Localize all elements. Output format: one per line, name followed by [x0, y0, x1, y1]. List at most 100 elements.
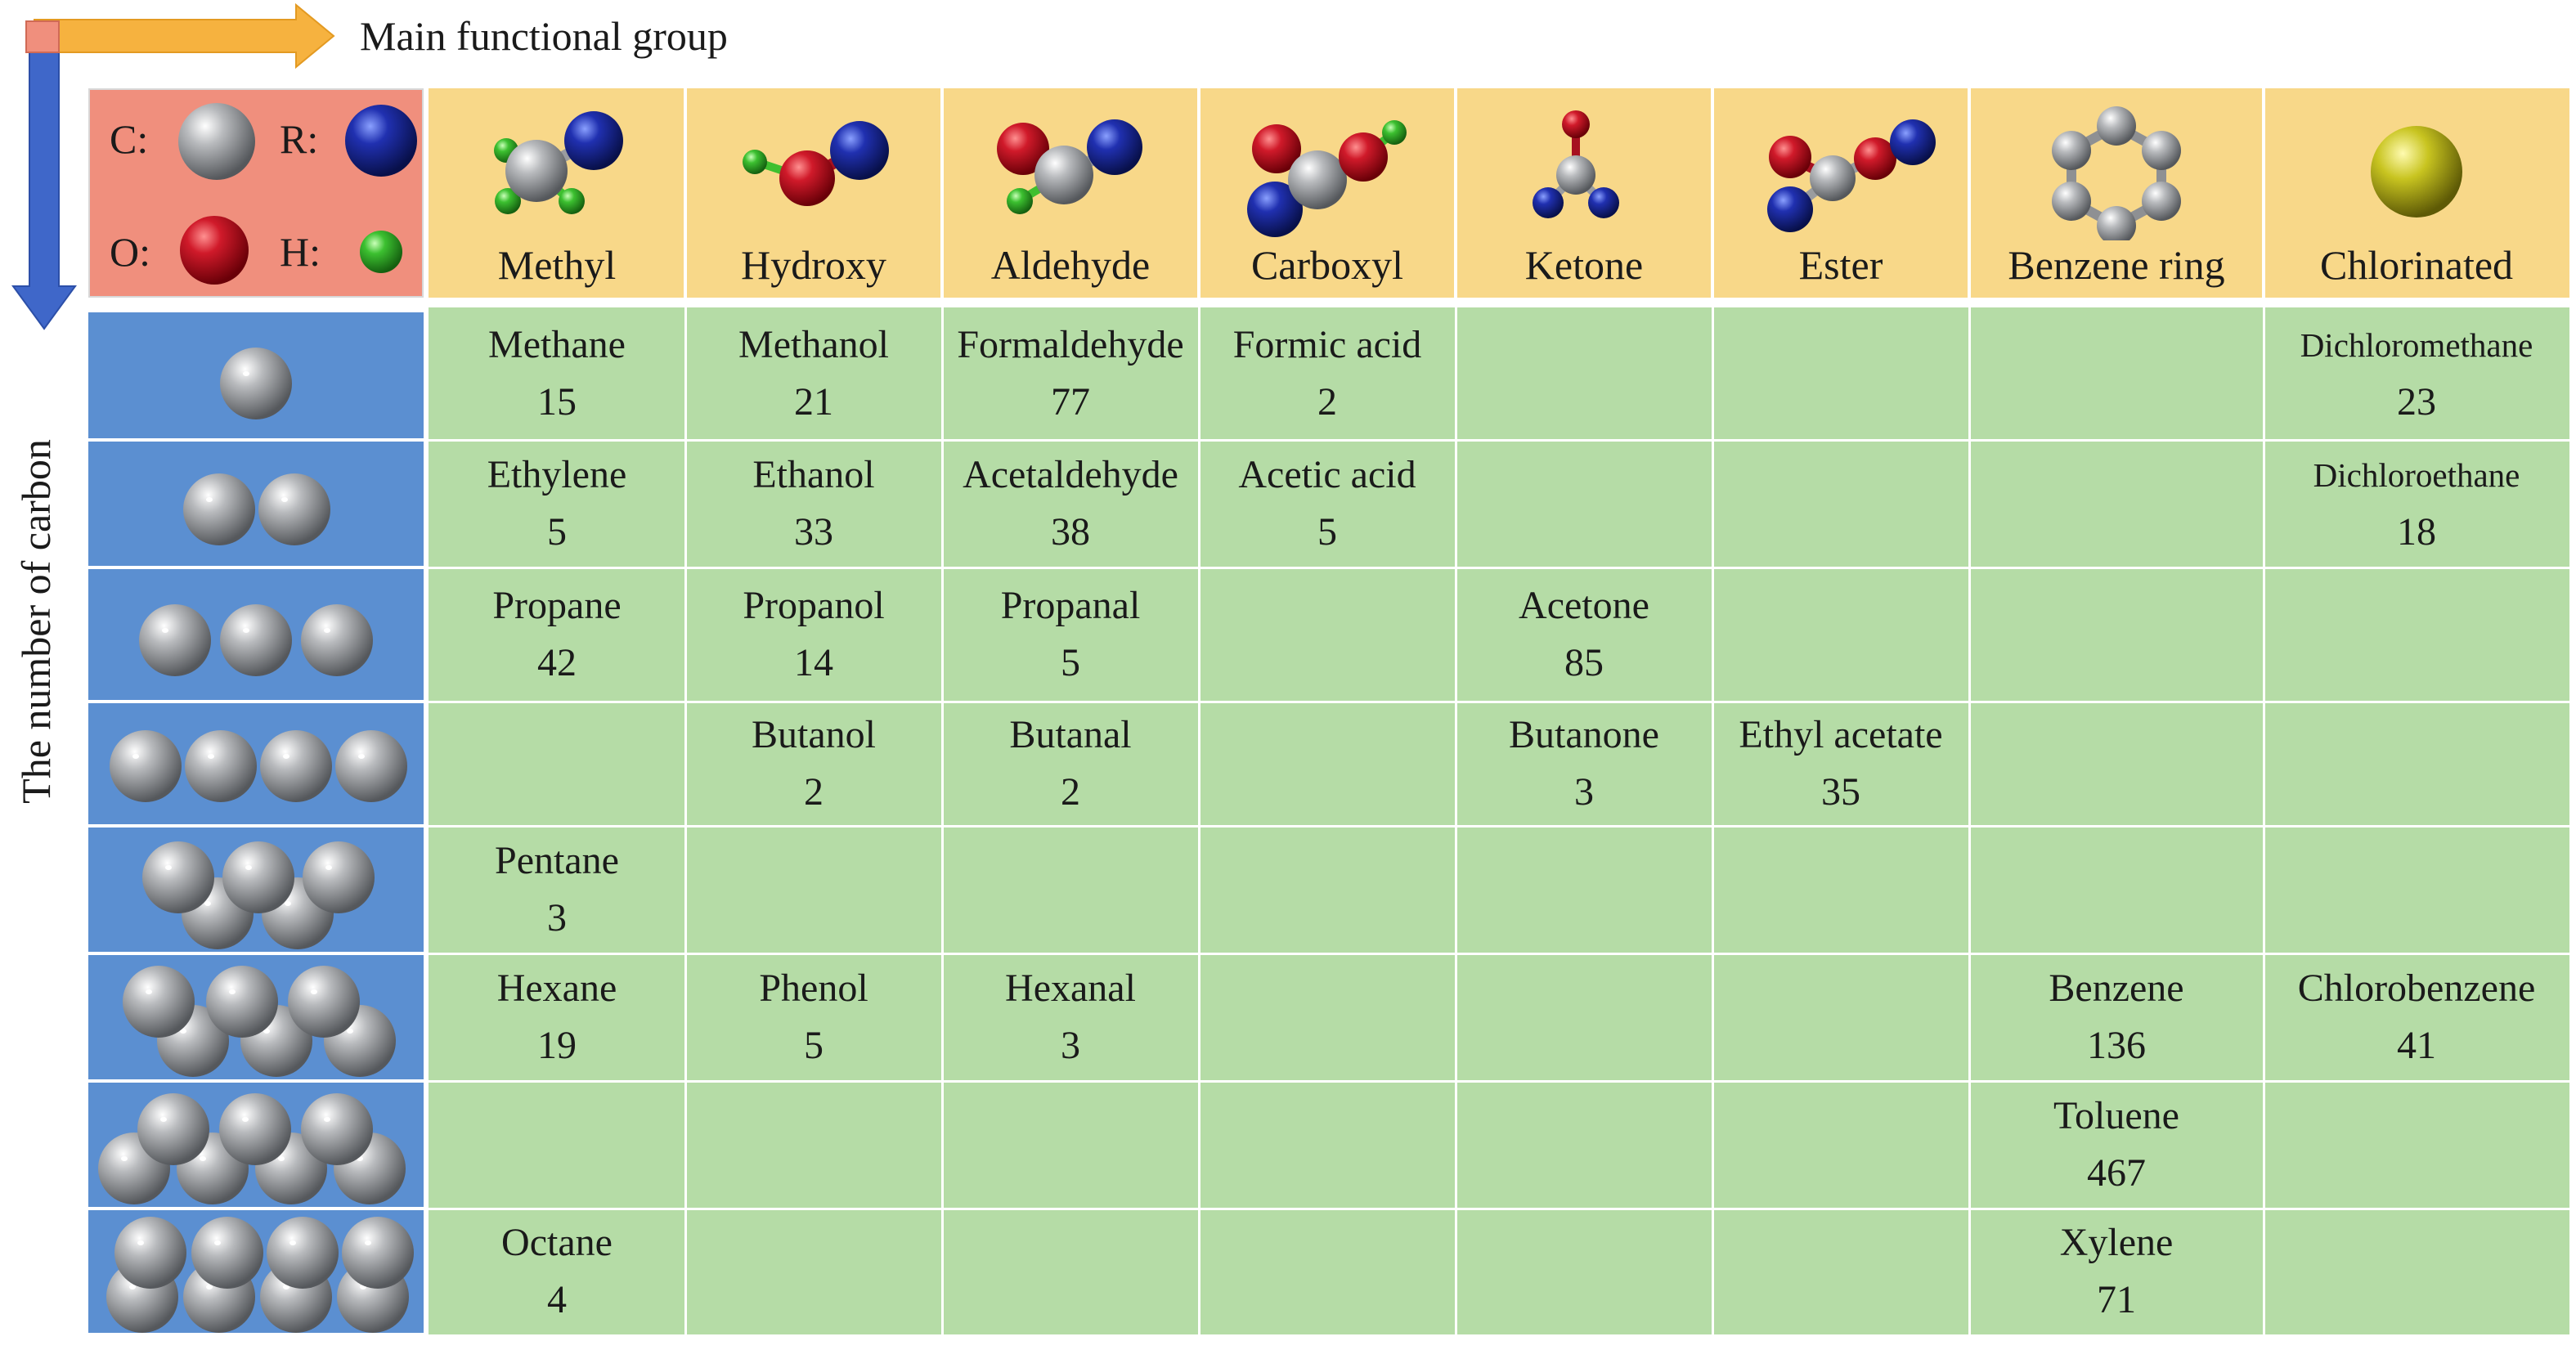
carbon-count-row-3: [88, 569, 424, 700]
compound-cell: Butanal 2: [942, 706, 1199, 821]
compound-cell: Formic acid 2: [1199, 316, 1456, 431]
grid-row-line: [429, 439, 2569, 442]
header-separator: [1711, 88, 1714, 298]
compound-count: 4: [547, 1278, 567, 1321]
legend-label: R:: [280, 116, 319, 162]
column-header-label: Chlorinated: [2319, 242, 2514, 288]
grid-row-line: [429, 567, 2569, 569]
column-header-label: Ketone: [1524, 242, 1644, 288]
grid-row-line: [429, 825, 2569, 827]
header-separator: [2262, 88, 2265, 298]
compound-name: Toluene: [2053, 1094, 2179, 1137]
header-separator: [684, 88, 687, 298]
column-header-label: Hydroxy: [741, 242, 886, 288]
compound-count: 5: [804, 1024, 824, 1067]
compound-count: 21: [794, 380, 833, 424]
column-header-hydroxy: Hydroxy: [685, 88, 942, 298]
compound-cell: Toluene 467: [1969, 1088, 2264, 1202]
compound-count: 3: [1061, 1024, 1080, 1067]
y-axis-arrow-icon: [11, 52, 77, 330]
compound-cell: Phenol 5: [685, 960, 942, 1074]
compound-cell: Butanol 2: [685, 706, 942, 821]
carbon-atoms-icon: [123, 966, 396, 1077]
atom-legend: C: R: O: H:: [88, 88, 424, 298]
header-separator: [940, 88, 944, 298]
carboxyl-molecule-icon: [1199, 93, 1456, 240]
compound-cell: Propanal 5: [942, 577, 1199, 692]
y-axis-title: The number of carbon: [13, 439, 59, 804]
carbon-count-row-7: [88, 1083, 424, 1207]
carbon-count-row-4: [88, 703, 424, 824]
compound-name: Acetone: [1519, 584, 1649, 627]
carbon-count-row-5: [88, 827, 424, 952]
grid-column-line: [1712, 307, 1714, 1334]
compound-cell: Methane 15: [429, 316, 685, 431]
compound-cell: Ethyl acetate 35: [1712, 706, 1969, 821]
compound-name: Acetaldehyde: [963, 453, 1178, 496]
compound-count: 23: [2397, 380, 2436, 424]
compound-cell: Methanol 21: [685, 316, 942, 431]
compound-name: Propanol: [743, 584, 885, 627]
carbon-count-row-1: [88, 312, 424, 438]
grid-column-line: [1968, 307, 1971, 1334]
column-header-ketone: Ketone: [1456, 88, 1712, 298]
ester-molecule-icon: [1712, 93, 1969, 240]
aldehyde-molecule-icon: [942, 93, 1199, 240]
compound-name: Formic acid: [1232, 323, 1422, 366]
column-header-label: Carboxyl: [1250, 242, 1404, 288]
compound-count: 136: [2087, 1024, 2146, 1067]
compound-count: 2: [1317, 380, 1337, 424]
compound-name: Dichloromethane: [2300, 326, 2533, 364]
compound-name: Methane: [488, 323, 626, 366]
column-header-label: Ester: [1798, 242, 1883, 288]
column-header-aldehyde: Aldehyde: [942, 88, 1199, 298]
compound-name: Ethanol: [752, 453, 875, 496]
compound-count: 3: [547, 896, 567, 940]
compound-count: 35: [1821, 770, 1860, 814]
compound-cell: Propane 42: [429, 577, 685, 692]
carbon-count-row-8: [88, 1210, 424, 1333]
carbon-count-row-2: [88, 442, 424, 566]
compound-cell: Butanone 3: [1456, 706, 1712, 821]
hydroxy-molecule-icon: [685, 93, 942, 240]
compound-name: Chlorobenzene: [2297, 967, 2536, 1010]
compound-name: Octane: [501, 1221, 613, 1264]
carbon-atom-icon: [178, 103, 255, 180]
compound-cell: Octane 4: [429, 1214, 685, 1329]
grid-row-line: [429, 953, 2569, 955]
compound-cell: Pentane 3: [429, 832, 685, 947]
compound-cell: Hexane 19: [429, 960, 685, 1074]
compound-cell: Benzene 136: [1969, 960, 2264, 1074]
compound-cell: Dichloromethane 23: [2264, 316, 2569, 431]
grid-row-line: [429, 1208, 2569, 1210]
compound-name: Benzene: [2049, 967, 2184, 1010]
compound-count: 15: [537, 380, 577, 424]
compound-count: 3: [1574, 770, 1594, 814]
grid-row-line: [429, 701, 2569, 703]
compound-name: Xylene: [2059, 1221, 2174, 1264]
legend-label: H:: [280, 229, 321, 275]
compound-name: Acetic acid: [1238, 453, 1416, 496]
compound-name: Phenol: [759, 967, 868, 1010]
compound-name: Hexanal: [1005, 967, 1136, 1010]
compound-count: 19: [537, 1024, 577, 1067]
grid-column-line: [941, 307, 944, 1334]
column-header-label: Benzene ring: [2008, 242, 2225, 288]
column-header-carboxyl: Carboxyl: [1199, 88, 1456, 298]
carbon-atoms-icon: [183, 473, 330, 545]
compound-count: 85: [1564, 641, 1604, 684]
grid-column-line: [1198, 307, 1200, 1334]
compound-cell: Ethanol 33: [685, 446, 942, 561]
benzene-ring-molecule-icon: [1969, 93, 2264, 245]
compound-count: 33: [794, 510, 833, 554]
compound-name: Ethylene: [487, 453, 627, 496]
compound-name: Formaldehyde: [957, 323, 1184, 366]
header-separator: [1454, 88, 1457, 298]
compound-count: 467: [2087, 1151, 2146, 1195]
x-axis-title: Main functional group: [360, 13, 728, 59]
carbon-atoms-icon: [139, 604, 373, 676]
compound-cell: Acetaldehyde 38: [942, 446, 1199, 561]
carbon-atoms-icon: [220, 348, 292, 419]
header-separator: [1197, 88, 1200, 298]
